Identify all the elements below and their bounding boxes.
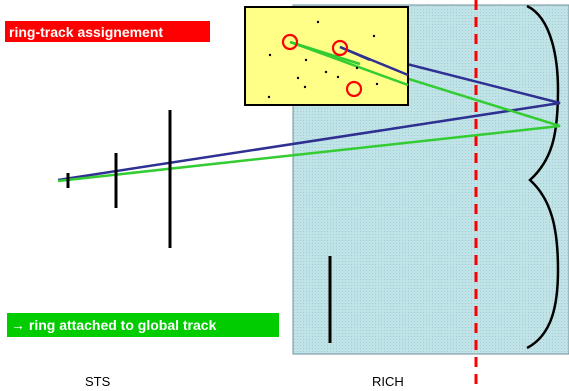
ring-marker-2 [331,39,349,57]
photon-hits [267,20,379,99]
ring-marker-3 [345,80,363,98]
sts-label: STS [85,374,111,389]
rich-label: RICH [372,374,404,389]
title-label: ring-track assignement [5,21,210,42]
track-projected-in-plane [289,40,409,87]
caption-label: → ring attached to global track [7,313,279,337]
track-reconstructed-in-plane [339,45,409,77]
track-reconstructed [57,45,561,182]
rich-mirror [526,4,560,350]
ring-marker-1 [281,33,299,51]
